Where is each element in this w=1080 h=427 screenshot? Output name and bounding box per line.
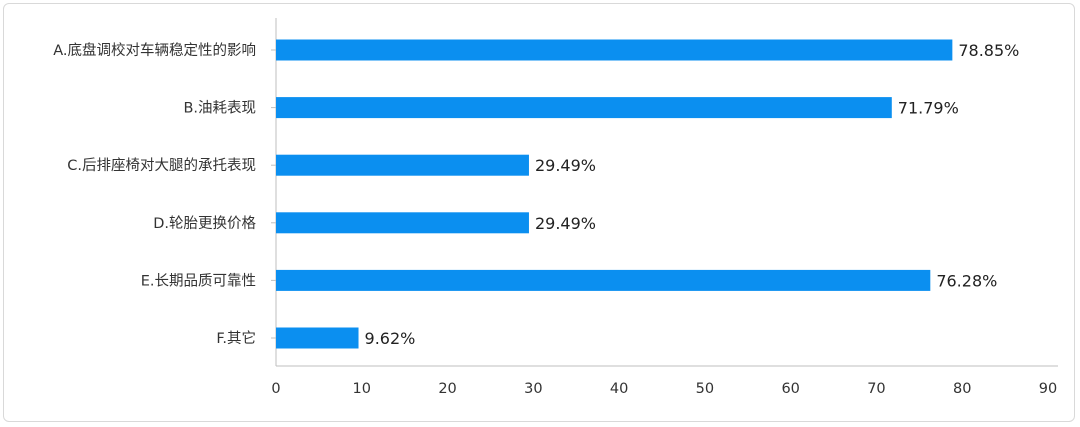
data-label: 9.62% [365, 329, 416, 348]
data-label: 78.85% [958, 41, 1019, 60]
x-tick-label: 10 [353, 381, 371, 397]
bar [276, 327, 359, 349]
category-label: A.底盘调校对车辆稳定性的影响 [53, 41, 256, 59]
data-label: 71.79% [898, 99, 959, 118]
data-label: 29.49% [535, 214, 596, 233]
data-label: 29.49% [535, 156, 596, 175]
bar [276, 154, 529, 176]
x-tick-label: 50 [696, 381, 714, 397]
bar [276, 212, 529, 234]
x-tick-labels: 0 10 20 30 40 50 60 70 80 90 [271, 381, 1057, 397]
x-tick-label: 60 [781, 381, 799, 397]
x-tick-label: 40 [610, 381, 628, 397]
bars [276, 39, 953, 349]
y-axis [271, 18, 277, 366]
category-label: E.长期品质可靠性 [141, 272, 256, 289]
bar [276, 269, 931, 291]
x-tick-label: 0 [271, 381, 280, 397]
bar [276, 39, 953, 61]
x-tick-label: 90 [1039, 381, 1057, 397]
value-labels: 78.85% 71.79% 29.49% 29.49% 76.28% 9.62% [365, 41, 1020, 348]
x-tick-label: 80 [953, 381, 971, 397]
category-labels: A.底盘调校对车辆稳定性的影响 B.油耗表现 C.后排座椅对大腿的承托表现 D.轮胎更… [53, 41, 256, 347]
bar [276, 97, 892, 119]
x-tick-label: 20 [438, 381, 456, 397]
x-tick-label: 70 [867, 381, 885, 397]
chart-frame [3, 3, 1075, 422]
category-label: C.后排座椅对大腿的承托表现 [67, 157, 256, 174]
data-label: 76.28% [936, 271, 997, 290]
x-tick-label: 30 [524, 381, 542, 397]
category-label: F.其它 [216, 329, 256, 347]
category-label: B.油耗表现 [183, 100, 256, 117]
category-label: D.轮胎更换价格 [153, 215, 256, 232]
